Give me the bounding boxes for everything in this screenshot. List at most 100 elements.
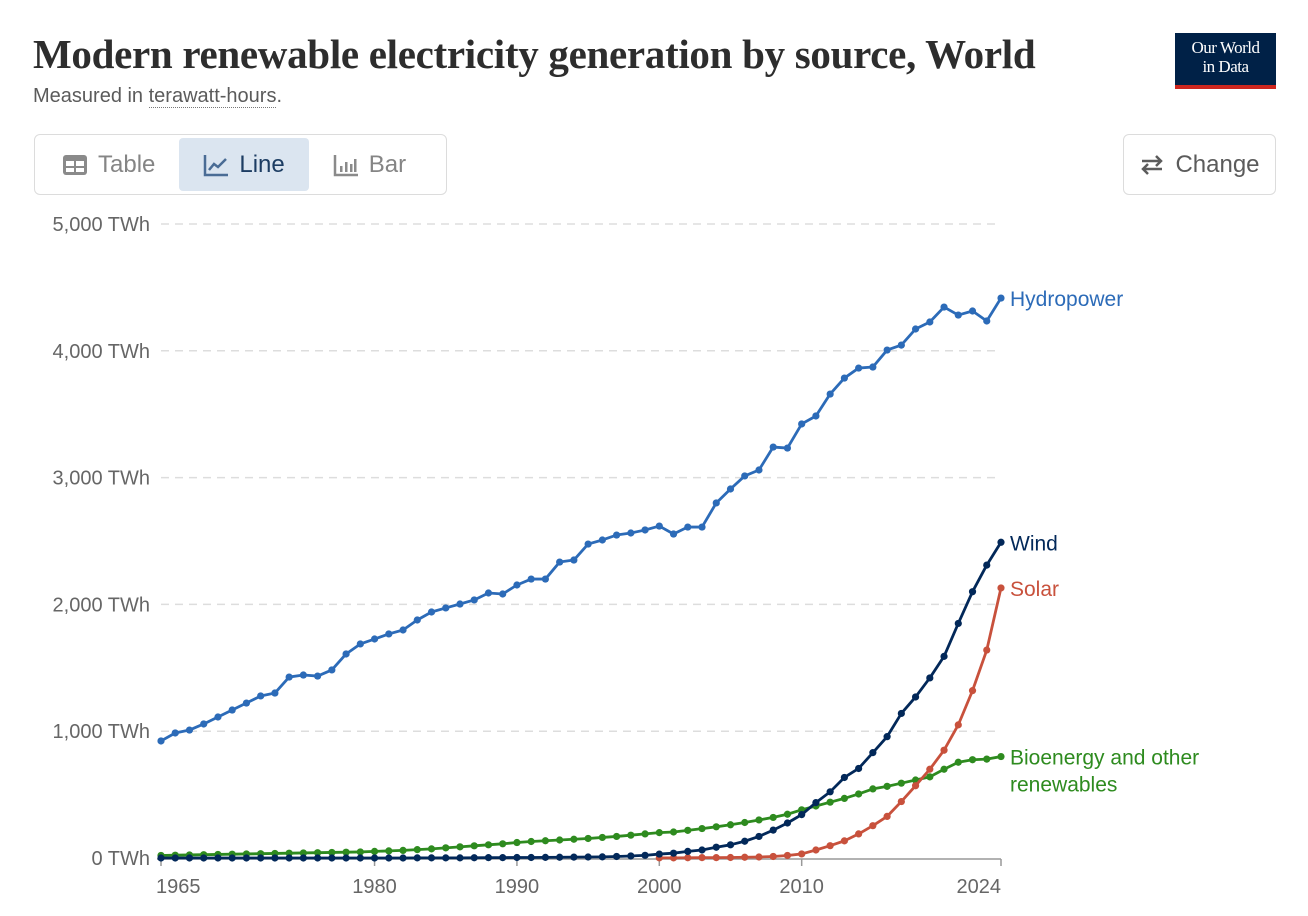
data-point: [911, 325, 920, 333]
y-tick-label: 4,000 TWh: [53, 341, 150, 363]
data-point: [470, 596, 478, 604]
data-point: [470, 854, 478, 862]
data-point: [456, 854, 464, 862]
data-point: [442, 844, 450, 852]
data-point: [641, 851, 649, 859]
data-point: [299, 849, 307, 857]
data-point: [911, 782, 920, 790]
data-point: [257, 692, 265, 700]
data-point: [926, 773, 934, 781]
data-point: [598, 833, 606, 842]
data-point: [783, 819, 792, 827]
line-chart-icon: [204, 154, 229, 176]
data-point: [968, 756, 977, 764]
data-point: [342, 848, 350, 856]
data-point: [627, 852, 635, 860]
data-point: [612, 531, 621, 539]
data-point: [228, 854, 236, 862]
unit-definition-link[interactable]: terawatt-hours: [148, 85, 277, 108]
data-point: [698, 854, 706, 862]
data-point: [427, 845, 436, 853]
data-point: [968, 307, 977, 315]
y-tick-label: 0 TWh: [91, 848, 150, 870]
data-point: [399, 846, 407, 854]
data-point: [541, 575, 550, 583]
data-point: [314, 672, 322, 680]
data-point: [755, 832, 763, 841]
data-point: [285, 854, 293, 862]
series-line-solar: [659, 587, 1003, 860]
data-point: [883, 782, 891, 790]
logo-line1: Our World: [1191, 38, 1260, 57]
y-tick-label: 3,000 TWh: [53, 468, 150, 490]
data-point: [769, 813, 777, 822]
data-point: [598, 853, 606, 861]
tab-table[interactable]: Table: [38, 138, 179, 191]
tab-bar-label: Bar: [368, 150, 407, 178]
data-point: [413, 854, 421, 862]
data-point: [855, 790, 863, 798]
change-entity-button[interactable]: Change: [1123, 134, 1276, 195]
data-point: [228, 706, 236, 714]
data-point: [385, 630, 393, 638]
data-point: [954, 311, 962, 319]
data-point: [285, 673, 293, 681]
data-point: [527, 575, 535, 583]
data-point: [669, 828, 678, 836]
data-point: [798, 850, 806, 858]
data-point: [242, 854, 251, 862]
data-point: [897, 797, 905, 806]
data-point: [484, 854, 493, 862]
data-point: [726, 485, 735, 493]
data-point: [299, 671, 307, 679]
data-point: [556, 836, 564, 844]
data-point: [655, 829, 663, 837]
data-point: [541, 837, 550, 845]
data-point: [214, 713, 222, 721]
series-label: Bioenergy and other: [1010, 747, 1199, 770]
data-point: [456, 843, 464, 851]
x-tick-label: 2000: [637, 876, 682, 898]
data-point: [641, 830, 649, 838]
data-point: [769, 852, 777, 861]
data-point: [741, 853, 749, 861]
data-point: [812, 846, 820, 854]
data-point: [926, 318, 934, 326]
data-point: [997, 752, 1005, 761]
data-point: [200, 854, 208, 862]
tab-table-label: Table: [98, 150, 156, 178]
tab-line[interactable]: Line: [179, 138, 309, 191]
data-point: [741, 818, 749, 827]
data-point: [157, 854, 165, 862]
data-point: [869, 822, 877, 830]
data-point: [883, 346, 891, 354]
data-point: [698, 824, 706, 833]
data-point: [812, 412, 820, 420]
chart-title: Modern renewable electricity generation …: [33, 31, 1036, 77]
data-point: [342, 854, 350, 862]
data-point: [399, 854, 407, 862]
tab-bar[interactable]: Bar: [309, 138, 430, 191]
data-point: [570, 556, 578, 564]
owid-logo[interactable]: Our World in Data: [1175, 33, 1276, 89]
series-line-bioenergy-and-other-renewables: [160, 755, 1002, 857]
data-point: [612, 832, 621, 841]
series-label: Wind: [1010, 532, 1058, 555]
data-point: [328, 854, 336, 862]
data-point: [584, 540, 592, 548]
data-point: [826, 842, 834, 850]
data-point: [399, 626, 407, 634]
data-point: [655, 522, 663, 530]
data-point: [527, 853, 535, 862]
data-point: [427, 608, 436, 616]
data-point: [684, 826, 692, 834]
data-point: [669, 530, 678, 538]
data-point: [940, 746, 948, 754]
subtitle-prefix: Measured in: [33, 85, 149, 107]
data-point: [968, 588, 977, 596]
data-point: [442, 604, 450, 612]
data-point: [883, 812, 891, 821]
data-point: [328, 848, 336, 857]
data-point: [940, 303, 948, 311]
